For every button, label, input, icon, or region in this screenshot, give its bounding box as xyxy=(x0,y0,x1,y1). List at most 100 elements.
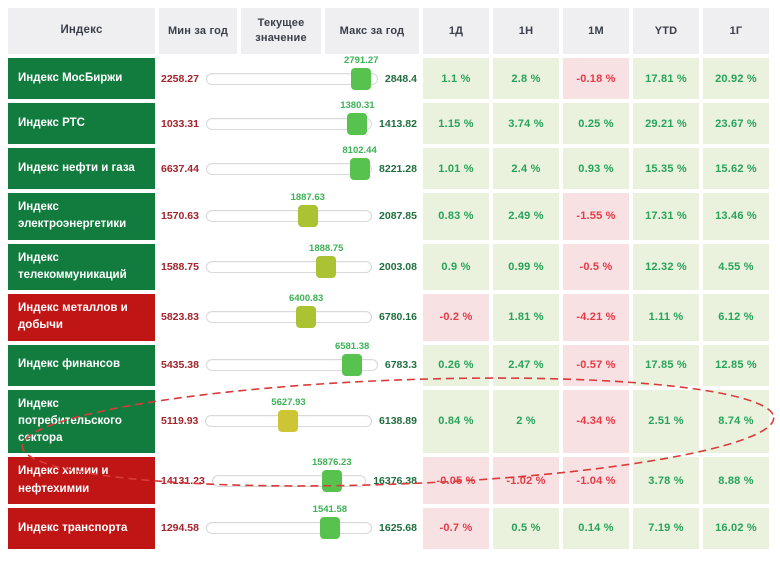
slider-thumb[interactable] xyxy=(349,157,370,180)
change-cell-1m: 0.93 % xyxy=(563,148,629,189)
range-cell: 1294.58 1541.58 1625.68 xyxy=(159,505,419,549)
change-cell-1w: 2.4 % xyxy=(493,148,559,189)
table-row: Индекс химии и нефтехимии 14131.23 15876… xyxy=(8,457,780,504)
slider-track[interactable] xyxy=(211,474,367,487)
slider-thumb[interactable] xyxy=(278,410,299,433)
range-cell: 1033.31 1380.31 1413.82 xyxy=(159,100,419,144)
change-cell-1m: -0.5 % xyxy=(563,243,629,290)
range-cell: 5435.38 6581.38 6783.3 xyxy=(159,342,419,386)
column-header-1y: 1Г xyxy=(703,8,769,54)
slider-track[interactable] xyxy=(205,522,373,535)
min-value: 2258.27 xyxy=(161,72,199,85)
min-value: 6637.44 xyxy=(161,162,199,175)
index-name-cell[interactable]: Индекс транспорта xyxy=(8,507,155,549)
slider-track[interactable] xyxy=(205,72,378,85)
slider-track[interactable] xyxy=(205,260,373,273)
slider-thumb[interactable] xyxy=(316,255,337,278)
table-row: Индекс металлов и добычи 5823.83 6400.83… xyxy=(8,294,780,341)
slider-thumb[interactable] xyxy=(342,354,363,376)
range-cell: 5119.93 5627.93 6138.89 xyxy=(159,390,419,454)
range-slider[interactable]: 15876.23 xyxy=(211,457,367,492)
max-value: 2003.08 xyxy=(379,260,417,273)
change-cell-1w: 0.5 % xyxy=(493,507,559,549)
min-value: 1570.63 xyxy=(161,210,199,223)
change-cell-1d: 0.9 % xyxy=(423,243,489,290)
slider-thumb[interactable] xyxy=(347,112,368,135)
max-value: 6780.16 xyxy=(379,311,417,324)
range-slider[interactable]: 6400.83 xyxy=(205,294,373,329)
slider-track[interactable] xyxy=(205,210,373,223)
index-name-cell[interactable]: Индекс металлов и добычи xyxy=(8,294,155,341)
slider-thumb[interactable] xyxy=(319,517,340,540)
current-value-label: 1541.58 xyxy=(312,504,348,516)
range-slider[interactable]: 1541.58 xyxy=(205,505,373,540)
index-name-cell[interactable]: Индекс электроэнергетики xyxy=(8,193,155,240)
change-cell-1y: 6.12 % xyxy=(703,294,769,341)
change-cell-1d: -0.05 % xyxy=(423,457,489,504)
current-value-label: 1887.63 xyxy=(290,192,325,204)
change-cell-1w: 2.8 % xyxy=(493,58,559,99)
change-cell-1m: -4.21 % xyxy=(563,294,629,341)
index-name-cell[interactable]: Индекс финансов xyxy=(8,344,155,386)
min-value: 5823.83 xyxy=(161,311,199,324)
change-cell-1w: 2.49 % xyxy=(493,193,559,240)
change-cell-1m: -1.04 % xyxy=(563,457,629,504)
index-name-cell[interactable]: Индекс РТС xyxy=(8,103,155,144)
change-cell-1w: 2.47 % xyxy=(493,344,559,386)
current-value-label: 8102.44 xyxy=(342,144,377,156)
change-cell-1w: 1.81 % xyxy=(493,294,559,341)
index-name-cell[interactable]: Индекс МосБиржи xyxy=(8,58,155,99)
min-value: 5435.38 xyxy=(161,359,199,371)
current-value-label: 6400.83 xyxy=(288,293,324,305)
table-row: Индекс финансов 5435.38 6581.38 6783.3 0… xyxy=(8,342,780,386)
min-value: 1588.75 xyxy=(161,260,199,273)
range-slider[interactable]: 2791.27 xyxy=(205,55,378,90)
change-cell-1y: 8.88 % xyxy=(703,457,769,504)
change-cell-1m: 0.14 % xyxy=(563,507,629,549)
max-value: 8221.28 xyxy=(379,162,417,175)
change-cell-ytd: 1.11 % xyxy=(633,294,699,341)
index-name-cell[interactable]: Индекс потребительского сектора xyxy=(8,389,155,454)
column-header-min: Мин за год xyxy=(159,8,237,54)
slider-track[interactable] xyxy=(205,117,373,130)
change-cell-1y: 12.85 % xyxy=(703,344,769,386)
change-cell-ytd: 29.21 % xyxy=(633,103,699,144)
range-slider[interactable]: 1380.31 xyxy=(205,100,375,135)
index-name-cell[interactable]: Индекс химии и нефтехимии xyxy=(8,457,155,504)
range-cell: 14131.23 15876.23 16376.38 xyxy=(159,457,419,504)
slider-track[interactable] xyxy=(205,162,373,175)
table-row: Индекс МосБиржи 2258.27 2791.27 2848.4 1… xyxy=(8,55,780,99)
change-cell-ytd: 17.85 % xyxy=(633,344,699,386)
index-name-cell[interactable]: Индекс телекоммуникаций xyxy=(8,243,155,290)
table-row: Индекс РТС 1033.31 1380.31 1413.82 1.15 … xyxy=(8,100,780,144)
slider-thumb[interactable] xyxy=(321,469,342,492)
max-value: 2848.4 xyxy=(384,72,417,85)
slider-track[interactable] xyxy=(205,359,378,371)
slider-track[interactable] xyxy=(205,311,373,324)
range-slider[interactable]: 1888.75 xyxy=(205,244,373,278)
max-value: 2087.85 xyxy=(379,210,417,223)
current-value-label: 15876.23 xyxy=(311,456,352,468)
range-cell: 1570.63 1887.63 2087.85 xyxy=(159,193,419,240)
slider-thumb[interactable] xyxy=(296,306,317,329)
change-cell-ytd: 3.78 % xyxy=(633,457,699,504)
slider-thumb[interactable] xyxy=(351,67,372,90)
range-slider[interactable]: 8102.44 xyxy=(205,145,377,180)
min-value: 5119.93 xyxy=(161,415,199,428)
change-cell-1w: -1.02 % xyxy=(493,457,559,504)
change-cell-1d: -0.7 % xyxy=(423,507,489,549)
range-slider[interactable]: 6581.38 xyxy=(205,342,378,376)
table-rows: Индекс МосБиржи 2258.27 2791.27 2848.4 1… xyxy=(8,55,780,549)
change-cell-1d: 0.83 % xyxy=(423,193,489,240)
slider-thumb[interactable] xyxy=(297,205,318,228)
change-cell-1y: 4.55 % xyxy=(703,243,769,290)
change-cell-1m: -0.57 % xyxy=(563,344,629,386)
range-cell: 1588.75 1888.75 2003.08 xyxy=(159,244,419,291)
range-slider[interactable]: 5627.93 xyxy=(205,398,373,433)
change-cell-ytd: 7.19 % xyxy=(633,507,699,549)
range-slider[interactable]: 1887.63 xyxy=(205,193,373,228)
change-cell-1w: 3.74 % xyxy=(493,103,559,144)
index-name-cell[interactable]: Индекс нефти и газа xyxy=(8,148,155,189)
change-cell-1m: -0.18 % xyxy=(563,58,629,99)
